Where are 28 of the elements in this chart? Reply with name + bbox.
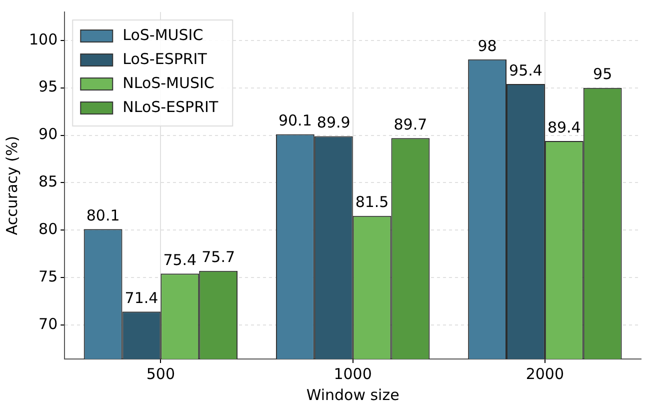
legend-label: LoS-MUSIC [122,26,204,44]
data-label: 75.7 [202,248,236,266]
y-axis-title: Accuracy (%) [2,136,21,236]
data-label: 89.9 [316,114,350,132]
data-label: 90.1 [278,112,312,130]
x-axis-title: Window size [306,386,400,404]
x-tick-label: 1000 [334,364,372,383]
data-label: 98 [478,36,497,55]
data-label: 89.7 [394,115,428,134]
data-label: 75.4 [163,251,197,270]
y-tick-label: 70 [38,314,58,333]
data-label: 95.4 [509,61,542,80]
data-label: 80.1 [86,206,120,225]
legend-label: NLoS-MUSIC [122,74,214,92]
y-tick-label: 90 [38,125,58,144]
data-label: 81.5 [355,193,389,212]
y-tick-label: 85 [38,172,58,191]
legend-label: LoS-ESPRIT [122,50,208,68]
y-tick-label: 100 [28,30,58,48]
data-label: 71.4 [124,288,158,307]
x-tick-label: 2000 [526,364,564,383]
y-tick-label: 75 [38,267,58,286]
legend-label: NLoS-ESPRIT [122,98,219,116]
data-label: 89.4 [547,118,581,136]
data-label: 95 [593,65,612,84]
x-tick-label: 500 [146,364,176,383]
y-tick-label: 80 [38,220,58,238]
y-tick-label: 95 [38,78,58,96]
